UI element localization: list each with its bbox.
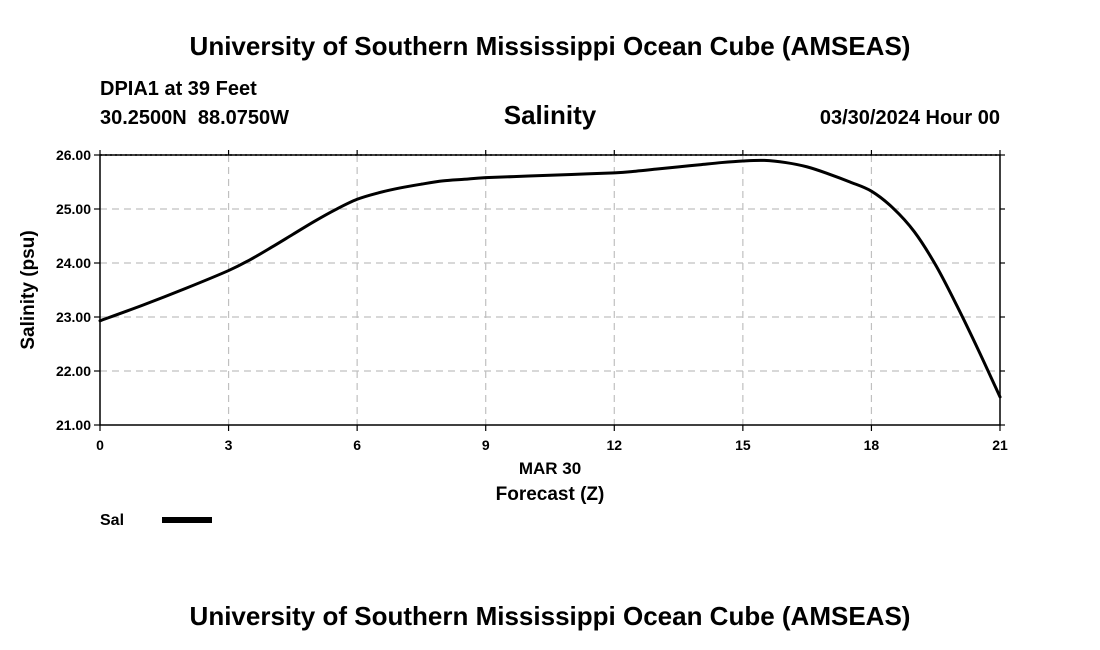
series-line-sal	[98, 158, 1002, 399]
x-axis-label: Forecast (Z)	[496, 484, 605, 505]
x-tick-label: 6	[353, 437, 361, 453]
y-tick-label: 21.00	[56, 417, 91, 433]
x-tick-label: 21	[992, 437, 1008, 453]
y-tick-label: 26.00	[56, 147, 91, 163]
grid-lines	[100, 155, 1000, 425]
y-tick-label: 24.00	[56, 255, 91, 271]
y-tick-label: 23.00	[56, 309, 91, 325]
footer-title: University of Southern Mississippi Ocean…	[190, 601, 911, 631]
page-title: University of Southern Mississippi Ocean…	[190, 31, 911, 61]
y-axis-label: Salinity (psu)	[18, 230, 39, 349]
x-tick-label: 3	[225, 437, 233, 453]
x-tick-labels: 0 3 6 9 12 15 18 21	[96, 437, 1008, 453]
x-tick-label: 15	[735, 437, 751, 453]
x-tick-label: 18	[864, 437, 880, 453]
axis-ticks	[94, 150, 1005, 431]
y-tick-labels: 21.00 22.00 23.00 24.00 25.00 26.00	[56, 147, 91, 433]
series-layer	[98, 158, 1002, 399]
y-tick-label: 25.00	[56, 201, 91, 217]
x-tick-label: 12	[606, 437, 622, 453]
legend: Sal	[100, 512, 212, 529]
legend-label-sal: Sal	[100, 512, 124, 529]
plot-area	[94, 150, 1005, 431]
y-tick-label: 22.00	[56, 363, 91, 379]
x-tick-label: 9	[482, 437, 490, 453]
datetime-label: 03/30/2024 Hour 00	[820, 107, 1000, 129]
coordinates-label: 30.2500N 88.0750W	[100, 107, 289, 129]
plot-frame	[99, 154, 1001, 426]
date-label: MAR 30	[519, 459, 581, 478]
x-tick-label: 0	[96, 437, 104, 453]
chart-title: Salinity	[504, 100, 597, 130]
station-label: DPIA1 at 39 Feet	[100, 78, 257, 100]
